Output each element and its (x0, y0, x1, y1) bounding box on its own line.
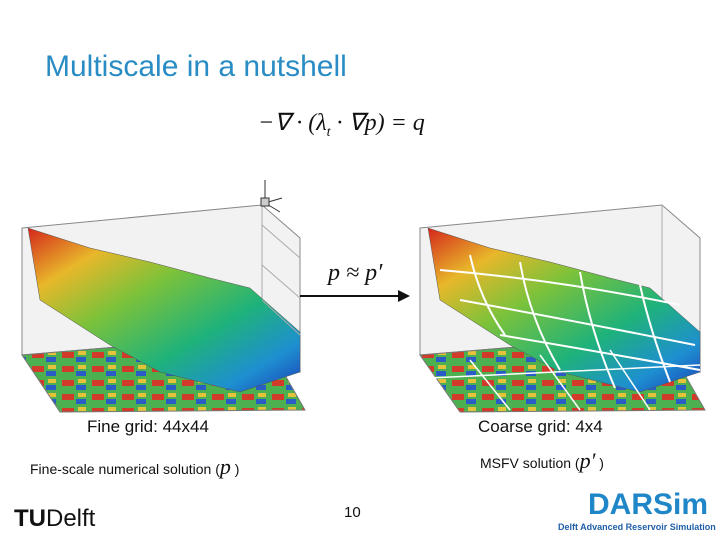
logo-mark: TU (14, 505, 46, 532)
note-symbol: p′ (579, 448, 596, 473)
tudelft-logo: TUDelft (14, 505, 95, 533)
coarse-plot (419, 204, 706, 413)
darsim-subtitle: Delft Advanced Reservoir Simulation (558, 522, 716, 532)
equation-lhs: −∇ · (λ (258, 110, 327, 136)
note-text: Fine-scale numerical solution ( (30, 461, 220, 477)
note-close: ) (595, 455, 604, 471)
logo-text: Delft (46, 505, 96, 532)
page-number: 10 (344, 504, 361, 521)
note-close: ) (230, 461, 240, 477)
left-caption: Fine grid: 44x44 (87, 417, 209, 436)
approx-label: p ≈ p′ (328, 260, 383, 286)
equation: −∇ · (λt · ∇p) = q (258, 108, 425, 141)
fine-plot (21, 204, 306, 413)
axis-triad (260, 180, 283, 213)
note-symbol: p (219, 454, 231, 479)
slide-title: Multiscale in a nutshell (45, 50, 347, 83)
left-note: Fine-scale numerical solution (p ) (30, 454, 239, 480)
equation-rhs: · ∇p) = q (330, 110, 425, 136)
right-caption: Coarse grid: 4x4 (478, 417, 603, 436)
darsim-logo: DARSim (588, 488, 709, 521)
arrow (300, 290, 410, 302)
note-text: MSFV solution ( (480, 455, 580, 471)
equation-sub: t (326, 124, 331, 140)
right-note: MSFV solution (p′ ) (480, 448, 604, 474)
